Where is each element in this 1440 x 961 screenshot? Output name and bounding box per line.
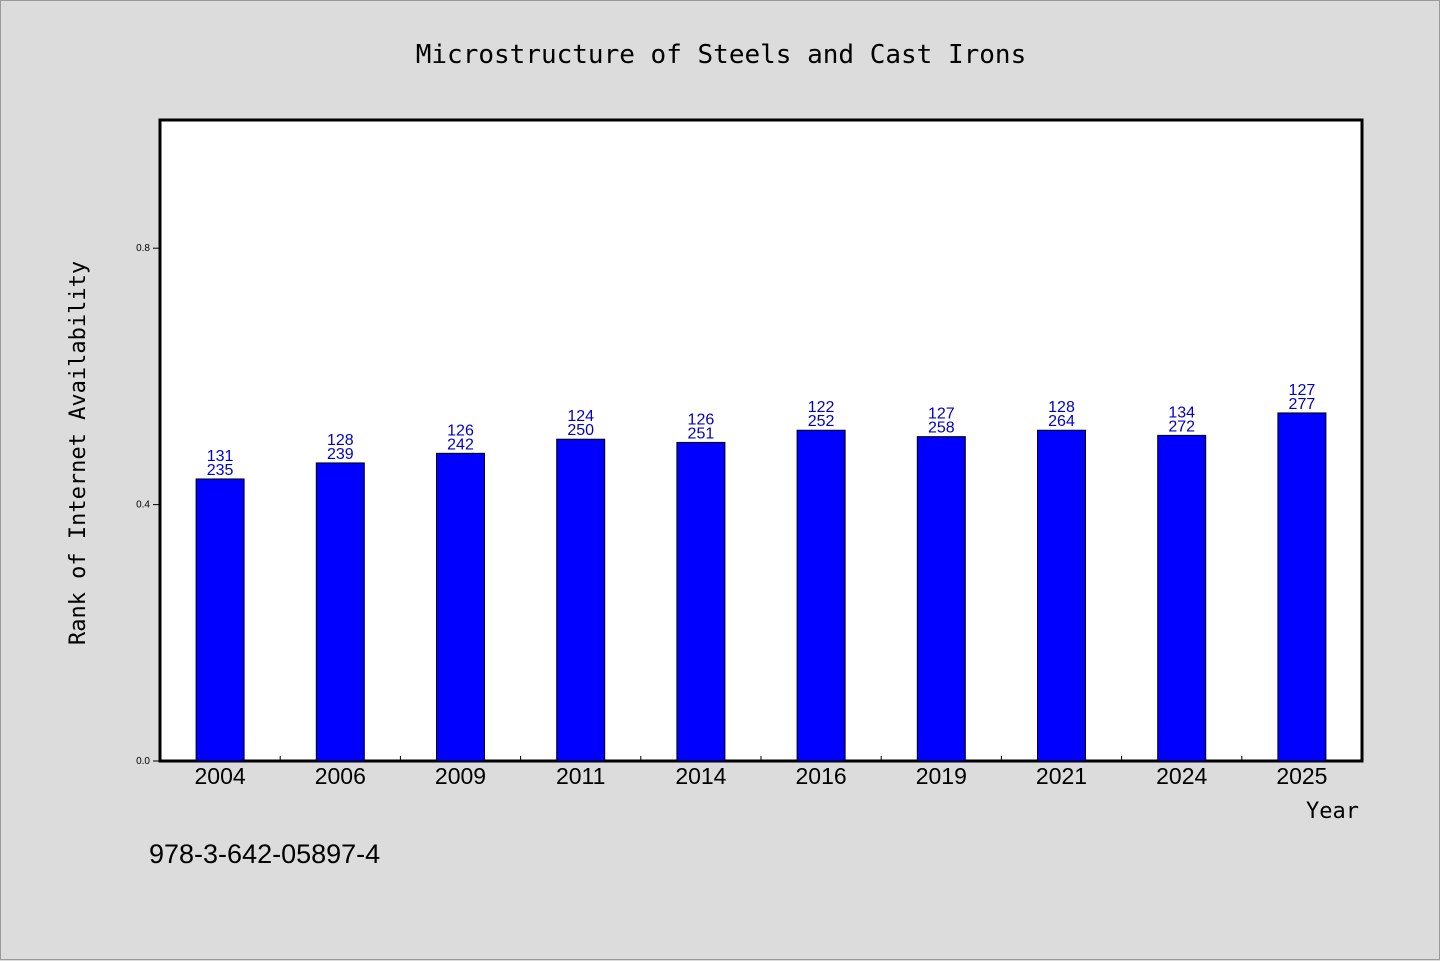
data-label-bottom: 250 [567, 422, 594, 439]
data-label-top: 128 [1048, 399, 1075, 416]
bar [676, 441, 726, 762]
x-tick-label: 2021 [1036, 763, 1087, 789]
data-label-top: 126 [447, 422, 474, 439]
data-label-top: 127 [1289, 382, 1316, 399]
bar [1037, 429, 1086, 762]
chart-title: Microstructure of Steels and Cast Irons [416, 40, 1026, 70]
data-label-top: 128 [327, 432, 354, 449]
data-label-bottom: 264 [1048, 413, 1075, 430]
data-label-bottom: 235 [207, 462, 234, 479]
x-tick-label: 2011 [556, 763, 605, 789]
x-axis: 2004 2006 2009 2011 2014 2016 2019 2021 2024 2025 [195, 756, 1327, 789]
x-tick-label: 2009 [435, 763, 486, 789]
footer-isbn: 978-3-642-05897-4 [149, 839, 380, 869]
data-label-bottom: 277 [1289, 396, 1316, 413]
bar [436, 452, 485, 762]
y-tick-label: 0.8 [136, 243, 150, 254]
bar [556, 438, 606, 762]
bar [796, 429, 846, 762]
bar [1157, 434, 1207, 762]
x-tick-label: 2014 [675, 763, 726, 789]
data-label-bottom: 252 [808, 413, 835, 430]
y-tick-label: 0.0 [136, 756, 150, 767]
data-label-bottom: 242 [447, 436, 474, 453]
x-tick-label: 2004 [195, 763, 246, 789]
y-tick-label: 0.4 [136, 500, 150, 511]
data-label-top: 134 [1168, 404, 1195, 421]
x-tick-label: 2025 [1276, 763, 1327, 789]
x-tick-label: 2016 [796, 763, 847, 789]
data-label-bottom: 272 [1168, 418, 1195, 435]
data-label-top: 126 [688, 411, 715, 428]
data-label-bottom: 239 [327, 446, 354, 463]
x-tick-label: 2019 [916, 763, 967, 789]
x-axis-label: Year [1306, 799, 1359, 824]
bar [916, 436, 966, 762]
bar [195, 478, 245, 762]
data-label-top: 127 [928, 406, 955, 423]
bar [315, 462, 365, 762]
data-label-top: 124 [567, 408, 594, 425]
y-axis-label: Rank of Internet Availability [66, 261, 91, 645]
bar [1277, 412, 1327, 762]
data-label-top: 131 [207, 448, 234, 465]
y-axis: 0.0 0.4 0.8 [136, 243, 160, 767]
bars [195, 412, 1327, 762]
data-label-bottom: 258 [928, 420, 955, 437]
x-tick-label: 2006 [315, 763, 366, 789]
data-label-top: 122 [808, 399, 835, 416]
data-label-bottom: 251 [688, 425, 715, 442]
x-tick-label: 2024 [1156, 763, 1207, 789]
